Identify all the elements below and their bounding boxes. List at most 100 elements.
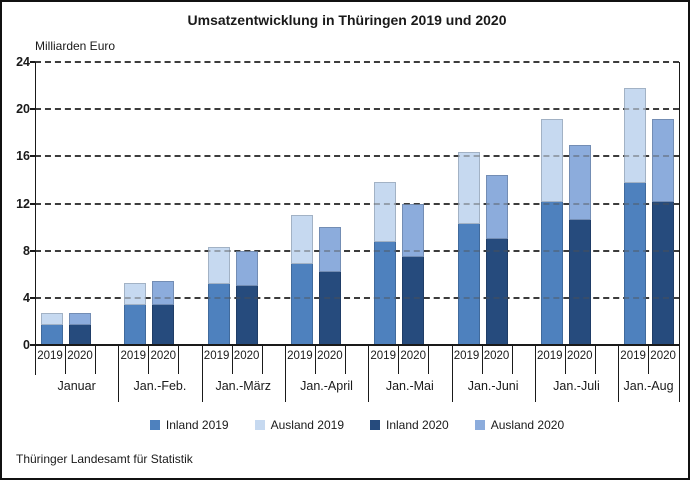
group-separator <box>368 345 370 402</box>
stacked-bar-2019 <box>41 313 63 345</box>
year-label: 2019 <box>120 350 147 362</box>
year-label: 2020 <box>650 350 676 362</box>
year-label: 2020 <box>67 350 93 362</box>
bar-segment-inland-2019 <box>457 223 480 345</box>
legend-item: Inland 2019 <box>149 418 229 432</box>
legend-item: Inland 2020 <box>370 418 449 432</box>
group-separator <box>118 345 120 402</box>
year-label: 2020 <box>233 350 260 362</box>
stacked-bar-2020 <box>235 250 258 345</box>
year-tick <box>148 345 150 374</box>
year-label: 2019 <box>537 350 563 362</box>
stacked-bar-2019 <box>457 151 480 345</box>
bar-segment-inland-2020 <box>402 256 425 345</box>
stacked-bar-2019 <box>374 182 397 345</box>
year-tick <box>314 345 316 374</box>
bar-segment-ausland-2020 <box>152 281 175 305</box>
y-axis-tick <box>30 249 35 252</box>
year-label: 2020 <box>567 350 593 362</box>
bar-segment-ausland-2020 <box>318 227 341 272</box>
legend-label: Ausland 2019 <box>270 418 344 432</box>
legend-label: Inland 2020 <box>386 418 449 432</box>
gridline-overlay <box>35 61 679 63</box>
bar-segment-ausland-2019 <box>374 182 397 243</box>
gridline <box>35 155 679 158</box>
group-separator <box>201 345 203 402</box>
bar-segment-ausland-2020 <box>402 203 425 257</box>
year-label: 2019 <box>620 350 646 362</box>
y-axis-tick <box>30 296 35 299</box>
year-tick <box>564 345 566 374</box>
bar-segment-inland-2020 <box>235 286 258 345</box>
group-label: Jan.-Juni <box>467 379 519 393</box>
y-axis-line <box>35 62 36 375</box>
bar-segment-inland-2019 <box>624 183 647 345</box>
legend: Inland 2019 Ausland 2019 Inland 2020 Auslan… <box>35 418 679 432</box>
gridline-overlay <box>35 108 679 111</box>
bar-segment-ausland-2019 <box>290 215 313 264</box>
bar-segment-ausland-2020 <box>568 144 591 220</box>
y-tick-label: 0 <box>23 338 30 352</box>
year-tick <box>398 345 400 374</box>
year-tick <box>344 345 346 374</box>
gridline-overlay <box>35 202 679 205</box>
legend-swatch-icon <box>370 420 380 430</box>
y-tick-label: 16 <box>16 149 30 164</box>
bar-segment-ausland-2020 <box>69 313 91 325</box>
stacked-bar-2020 <box>402 203 425 345</box>
bar-segment-ausland-2020 <box>235 250 258 287</box>
gridline <box>35 296 679 299</box>
stacked-bar-2019 <box>624 87 647 345</box>
plot-right-border <box>679 62 680 402</box>
gridline <box>35 202 679 205</box>
bar-segment-inland-2019 <box>374 242 397 345</box>
legend-label: Ausland 2020 <box>490 418 565 432</box>
gridline <box>35 108 679 111</box>
year-label: 2019 <box>37 350 63 362</box>
year-label: 2019 <box>203 350 230 362</box>
bar-segment-ausland-2020 <box>652 118 675 203</box>
stacked-bar-2020 <box>318 227 341 345</box>
bar-segment-inland-2020 <box>69 324 91 345</box>
bar-segment-inland-2019 <box>41 324 63 345</box>
legend-swatch-icon <box>149 420 160 430</box>
group-separator <box>451 345 453 402</box>
stacked-bar-2020 <box>69 313 91 345</box>
group-label: Januar <box>57 379 96 393</box>
group-separator <box>618 345 620 402</box>
chart-title: Umsatzentwicklung in Thüringen 2019 und … <box>187 12 507 28</box>
year-label: 2019 <box>370 350 396 362</box>
stacked-bar-2020 <box>568 144 591 345</box>
bar-segment-ausland-2019 <box>540 118 563 203</box>
stacked-bar-2020 <box>485 175 508 345</box>
year-label: 2020 <box>150 350 177 362</box>
year-tick <box>231 345 233 374</box>
bar-segment-inland-2019 <box>540 202 563 345</box>
stacked-bar-2019 <box>540 118 563 345</box>
bar-segment-ausland-2019 <box>457 151 480 224</box>
y-axis-tick <box>30 155 35 158</box>
year-tick <box>511 345 513 374</box>
group-label: Jan.-Mai <box>385 379 434 393</box>
year-tick <box>65 345 66 374</box>
legend-label: Inland 2019 <box>165 418 229 432</box>
bar-segment-inland-2019 <box>290 263 313 345</box>
y-tick-label: 12 <box>16 196 30 211</box>
year-tick <box>178 345 180 374</box>
gridline <box>35 249 679 252</box>
gridline-overlay <box>35 155 679 158</box>
y-tick-label: 24 <box>16 55 30 69</box>
gridline-overlay <box>35 296 679 299</box>
group-label: Jan.-März <box>215 379 272 393</box>
y-tick-label: 4 <box>23 290 30 305</box>
group-separator <box>284 345 286 402</box>
group-label: Jan.-Feb. <box>133 379 187 393</box>
bar-segment-ausland-2020 <box>485 175 508 239</box>
y-axis-label: Milliarden Euro <box>35 39 116 53</box>
bar-segment-inland-2020 <box>152 304 175 345</box>
bar-segment-inland-2020 <box>485 238 508 345</box>
legend-swatch-icon <box>254 420 265 430</box>
bar-segment-ausland-2019 <box>124 282 147 305</box>
legend-item: Ausland 2019 <box>254 418 344 432</box>
